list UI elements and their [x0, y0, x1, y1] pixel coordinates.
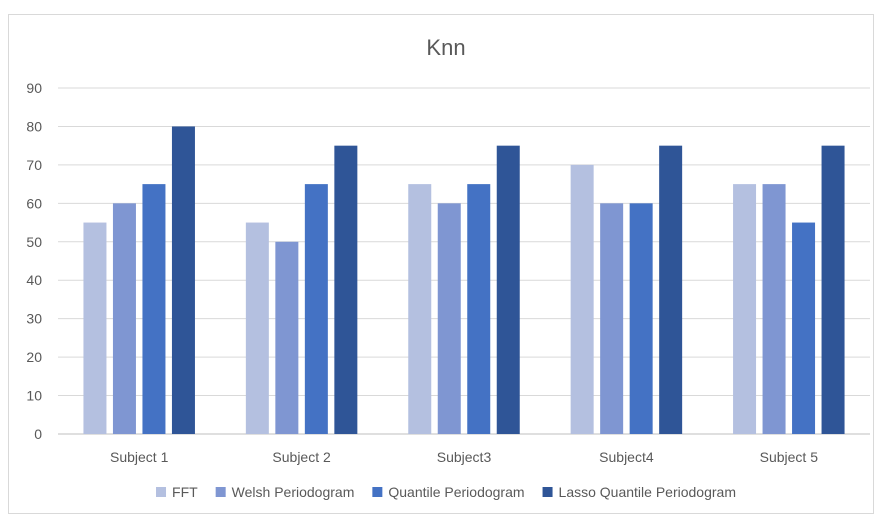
- y-tick-label: 60: [26, 195, 42, 211]
- bar: [437, 203, 461, 434]
- legend: FFT Welsh Periodogram Quantile Periodogram…: [156, 484, 736, 500]
- bar-group: [245, 145, 358, 434]
- x-tick-label: Subject 2: [272, 449, 331, 465]
- bar-group: [83, 126, 195, 434]
- x-axis-ticks: Subject 1 Subject 2 Subject3 Subject4 Subjec…: [110, 449, 818, 465]
- bar: [733, 184, 757, 434]
- chart-title: Knn: [426, 35, 465, 60]
- bar-group: [733, 145, 845, 434]
- y-tick-label: 20: [26, 349, 42, 365]
- bar: [792, 222, 816, 434]
- bar-group: [570, 145, 683, 434]
- legend-label: Lasso Quantile Periodogram: [559, 484, 736, 500]
- legend-label: Quantile Periodogram: [388, 484, 524, 500]
- bar: [821, 145, 845, 434]
- x-tick-label: Subject 5: [760, 449, 819, 465]
- bar: [245, 222, 269, 434]
- y-tick-label: 70: [26, 157, 42, 173]
- legend-item: Quantile Periodogram: [372, 484, 525, 500]
- bar: [762, 184, 786, 434]
- legend-swatch: [156, 487, 167, 497]
- legend-swatch: [372, 487, 383, 497]
- x-tick-label: Subject 1: [110, 449, 169, 465]
- legend-label: Welsh Periodogram: [232, 484, 355, 500]
- bar: [496, 145, 520, 434]
- y-tick-label: 10: [26, 388, 42, 404]
- bar: [629, 203, 653, 434]
- y-tick-label: 40: [26, 272, 42, 288]
- bar: [304, 184, 328, 434]
- legend-label: FFT: [172, 484, 198, 500]
- x-tick-label: Subject3: [437, 449, 492, 465]
- legend-swatch: [542, 487, 553, 497]
- legend-swatch: [215, 487, 226, 497]
- bar: [467, 184, 491, 434]
- y-tick-label: 30: [26, 311, 42, 327]
- legend-item: FFT: [156, 484, 198, 500]
- bar: [171, 126, 195, 434]
- y-tick-label: 50: [26, 234, 42, 250]
- bar: [659, 145, 683, 434]
- bar-group: [408, 145, 520, 434]
- bar: [275, 241, 299, 434]
- legend-item: Lasso Quantile Periodogram: [542, 484, 736, 500]
- bar: [600, 203, 624, 434]
- y-tick-label: 90: [26, 80, 42, 96]
- y-tick-label: 80: [26, 118, 42, 134]
- bar: [142, 184, 166, 434]
- legend-item: Welsh Periodogram: [215, 484, 355, 500]
- y-axis-ticks: 0 10 20 30 40 50 60 70 80 90: [26, 80, 42, 442]
- bar: [334, 145, 358, 434]
- bar: [112, 203, 136, 434]
- bar: [408, 184, 432, 434]
- bar-groups: [83, 126, 845, 434]
- y-tick-label: 0: [34, 426, 42, 442]
- x-tick-label: Subject4: [599, 449, 654, 465]
- bar: [83, 222, 107, 434]
- bar: [570, 164, 594, 434]
